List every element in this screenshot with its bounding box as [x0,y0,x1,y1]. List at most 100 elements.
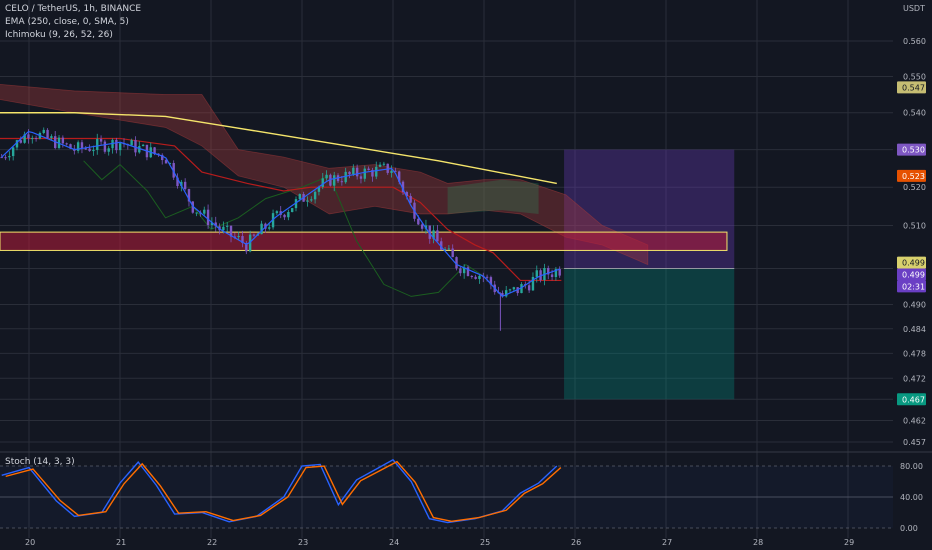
candle-body [42,129,45,133]
candle-body [107,148,110,152]
candle-body [371,170,374,177]
candle-body [103,141,107,152]
stoch-band [0,466,893,528]
candle-body [99,138,103,142]
candle-body [443,249,447,251]
candle-body [153,147,156,154]
candle-body [501,293,504,297]
candle-body [363,168,366,179]
candle-body [550,274,554,277]
candle-body [46,129,49,138]
stoch-d-line [5,460,562,523]
candle-body [180,181,183,187]
candle-body [367,168,370,171]
candle-body [141,144,145,147]
candle-body [554,269,558,277]
candle-body [134,140,137,153]
take-profit-zone [564,268,735,400]
price-axis-label: 0.550 [903,73,926,82]
candle-body [187,189,191,202]
candle-body [191,201,194,213]
candle-body [505,290,508,297]
price-tag-text: 0.499 [902,259,925,268]
candle-body [229,225,233,237]
candle-body [15,140,19,148]
candle-body [138,146,141,153]
candle-body [214,222,217,227]
candle-body [111,139,114,149]
candle-body [313,191,317,200]
candle-body [325,174,328,179]
stoch-axis-label: 40.00 [900,493,923,502]
candle-body [225,225,229,227]
time-axis-label: 22 [207,538,217,547]
candle-body [210,222,214,226]
candle-body [233,236,237,238]
price-tag [897,81,926,94]
stoch-axis-label: 0.00 [900,524,918,533]
candle-body [298,194,302,200]
candle-body [405,192,409,197]
price-tag-text: 0.523 [902,172,925,181]
candle-body [466,267,470,276]
candle-body [375,166,378,177]
time-axis-label: 27 [662,538,672,547]
ichimoku-cloud [0,83,649,266]
candle-body [382,163,386,165]
candle-body [390,170,393,173]
lagging-span [83,160,485,297]
candle-body [252,234,256,236]
candle-body [164,160,168,164]
stoch-legend[interactable]: Stoch (14, 3, 3) [5,457,75,467]
candle-body [237,236,240,238]
ichimoku-conversion-line [1,130,560,298]
candle-body [248,234,252,252]
candle-body [11,147,15,157]
candle-body [378,164,382,167]
candle-body [222,226,225,231]
symbol-legend[interactable]: CELO / TetherUS, 1h, BINANCE [5,4,142,14]
candle-body [485,276,489,278]
candle-body [96,138,99,150]
price-axis-label: 0.490 [903,300,926,309]
price-tag [897,268,926,281]
candle-body [31,138,34,140]
candle-body [161,154,164,161]
candle-body [478,275,481,279]
candle-body [268,227,271,229]
candle-body [520,284,523,294]
price-axis-label: 0.484 [903,325,926,334]
candle-body [19,140,23,143]
candle-body [455,257,458,269]
candle-body [344,171,347,183]
candle-body [432,230,435,239]
candle-body [352,167,355,175]
candle-body [508,289,512,291]
candle-body [310,199,313,201]
candle-body [470,275,474,277]
candle-body [115,139,118,151]
price-axis-label: 0.457 [903,438,926,447]
candle-body [436,230,439,242]
time-axis-label: 21 [116,538,126,547]
candle-body [34,138,38,140]
price-axis-label: 0.560 [903,37,926,46]
price-tag-text: 0.547 [902,83,925,92]
candle-body [0,157,3,159]
candle-body [355,167,359,177]
ichimoku-legend[interactable]: Ichimoku (9, 26, 52, 26) [5,30,113,40]
candle-body [321,178,324,187]
ichimoku-cloud-bullish [447,179,539,214]
time-axis-label: 28 [753,538,763,547]
price-tag-text: 02:31 [902,282,925,291]
candle-body [168,163,172,165]
ema-legend[interactable]: EMA (250, close, 0, SMA, 5) [5,17,129,27]
ichimoku-base-line [0,137,562,282]
time-axis-label: 29 [844,538,854,547]
candle-body [23,134,26,143]
candle-body [92,149,95,152]
price-tag [897,169,926,182]
price-axis-label: 0.462 [903,417,926,426]
